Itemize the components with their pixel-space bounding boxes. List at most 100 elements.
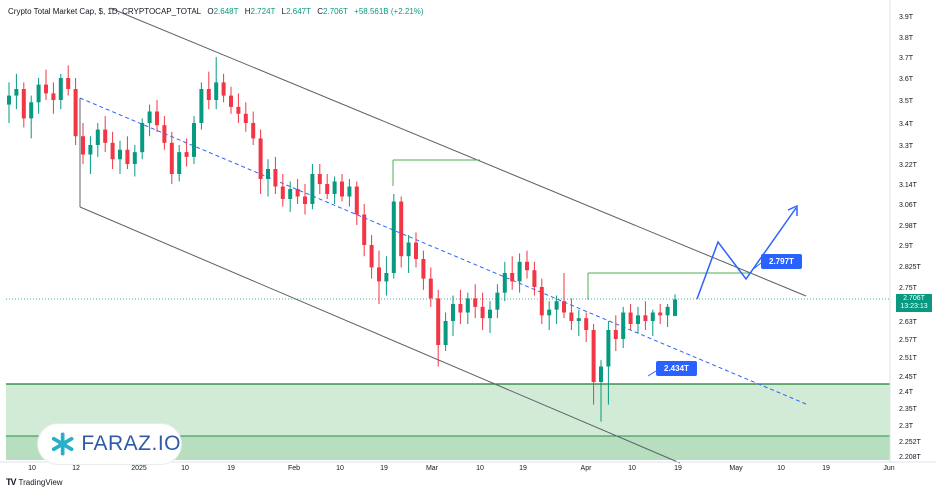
candle-body [458, 304, 463, 313]
candle-body [547, 309, 552, 316]
candle-body [51, 93, 56, 100]
candle-body [525, 261, 529, 271]
candle-body [243, 113, 248, 123]
candle-body [44, 84, 48, 94]
candle-body [591, 330, 596, 382]
time-tick-label: Mar [426, 465, 439, 472]
candle-body [576, 318, 581, 321]
callout-2434: 2.434T [656, 361, 697, 376]
tradingview-label: TradingView [18, 477, 63, 487]
candle-body [643, 315, 648, 321]
price-tick-label: 3.22T [899, 162, 918, 169]
candle-body [451, 304, 455, 321]
open-label: O [207, 7, 214, 16]
candle-body [354, 186, 359, 215]
price-tick-label: 2.4T [899, 389, 914, 396]
candle-body [325, 184, 330, 194]
candle-body [273, 169, 278, 187]
candle-body [658, 312, 663, 316]
current-price-value: 2.706T [903, 295, 925, 302]
channel-upper-line [109, 7, 807, 297]
price-tick-label: 2.3T [899, 423, 914, 430]
candle-body [147, 111, 152, 123]
price-tick-label: 2.75T [899, 285, 918, 292]
time-tick-label: 10 [28, 465, 36, 472]
candle-body [369, 245, 374, 268]
price-tick-label: 3.4T [899, 121, 914, 128]
candle-body [199, 89, 204, 123]
candle-body [332, 181, 337, 194]
time-tick-label: 19 [674, 465, 682, 472]
candle-body [510, 273, 515, 282]
candle-body [650, 312, 655, 321]
candle-body [184, 152, 189, 157]
candle-body [169, 142, 174, 174]
time-tick-label: Feb [288, 465, 300, 472]
candle-body [621, 312, 626, 339]
candle-body [36, 84, 41, 103]
close-label: C [317, 7, 324, 16]
callout-2797: 2.797T [761, 254, 802, 269]
candle-body [162, 125, 167, 143]
price-tick-label: 2.825T [899, 264, 922, 271]
candle-body [155, 111, 159, 126]
candle-body [636, 315, 640, 324]
candle-body [29, 102, 34, 119]
candle-body [502, 273, 507, 293]
candle-body [569, 312, 574, 321]
price-tick-label: 3.6T [899, 76, 914, 83]
price-tick-label: 3.3T [899, 143, 914, 150]
callout-upper-pointer [751, 262, 762, 271]
candle-body [584, 318, 589, 330]
high-label: H [244, 7, 251, 16]
price-tick-label: 3.9T [899, 14, 914, 21]
candle-body [495, 292, 500, 310]
time-tick-label: Apr [581, 465, 593, 472]
candle-body [406, 242, 411, 257]
time-tick-label: 19 [380, 465, 388, 472]
candle-body [140, 123, 145, 153]
candle-body [613, 330, 618, 339]
price-tick-label: 2.51T [899, 355, 918, 362]
price-tick-label: 2.63T [899, 319, 918, 326]
change-value: +58.561B (+2.21%) [354, 7, 424, 16]
candle-body [251, 123, 256, 139]
projection-arrowhead [787, 204, 798, 216]
candle-body [132, 152, 137, 164]
price-tick-label: 2.9T [899, 243, 914, 250]
open-value: 2.648T [213, 7, 239, 16]
candle-body [436, 298, 441, 345]
candle-body [317, 174, 322, 184]
logo-text: FARAZ.IO [81, 432, 181, 455]
time-tick-label: 2025 [131, 465, 147, 472]
time-tick-label: 19 [227, 465, 235, 472]
candle-body [221, 82, 226, 96]
candle-body [673, 299, 677, 316]
candle-body [606, 330, 611, 367]
candle-body [206, 89, 211, 100]
bar-countdown: 13:23:13 [900, 303, 928, 310]
candle-body [391, 201, 396, 273]
candle-body [443, 321, 448, 345]
candle-body [340, 181, 344, 197]
candle-body [177, 152, 182, 174]
time-tick-label: 12 [72, 465, 80, 472]
channel-midline [79, 97, 807, 405]
candle-body [288, 189, 293, 199]
candle-body [384, 273, 389, 282]
candle-body [421, 259, 426, 279]
symbol-header: Crypto Total Market Cap, $, 1D, CRYPTOCA… [8, 7, 424, 16]
candle-body [480, 306, 485, 319]
candle-body [118, 149, 122, 160]
candle-body [599, 366, 603, 382]
tradingview-brand[interactable]: TV TradingView [6, 477, 63, 487]
candle-body [295, 189, 300, 197]
time-tick-label: 10 [476, 465, 484, 472]
candle-body [347, 186, 352, 197]
price-tick-label: 3.8T [899, 35, 914, 42]
time-tick-label: Jun [883, 465, 894, 472]
candle-body [465, 298, 470, 313]
time-tick-label: 10 [628, 465, 636, 472]
candle-body [266, 169, 270, 179]
